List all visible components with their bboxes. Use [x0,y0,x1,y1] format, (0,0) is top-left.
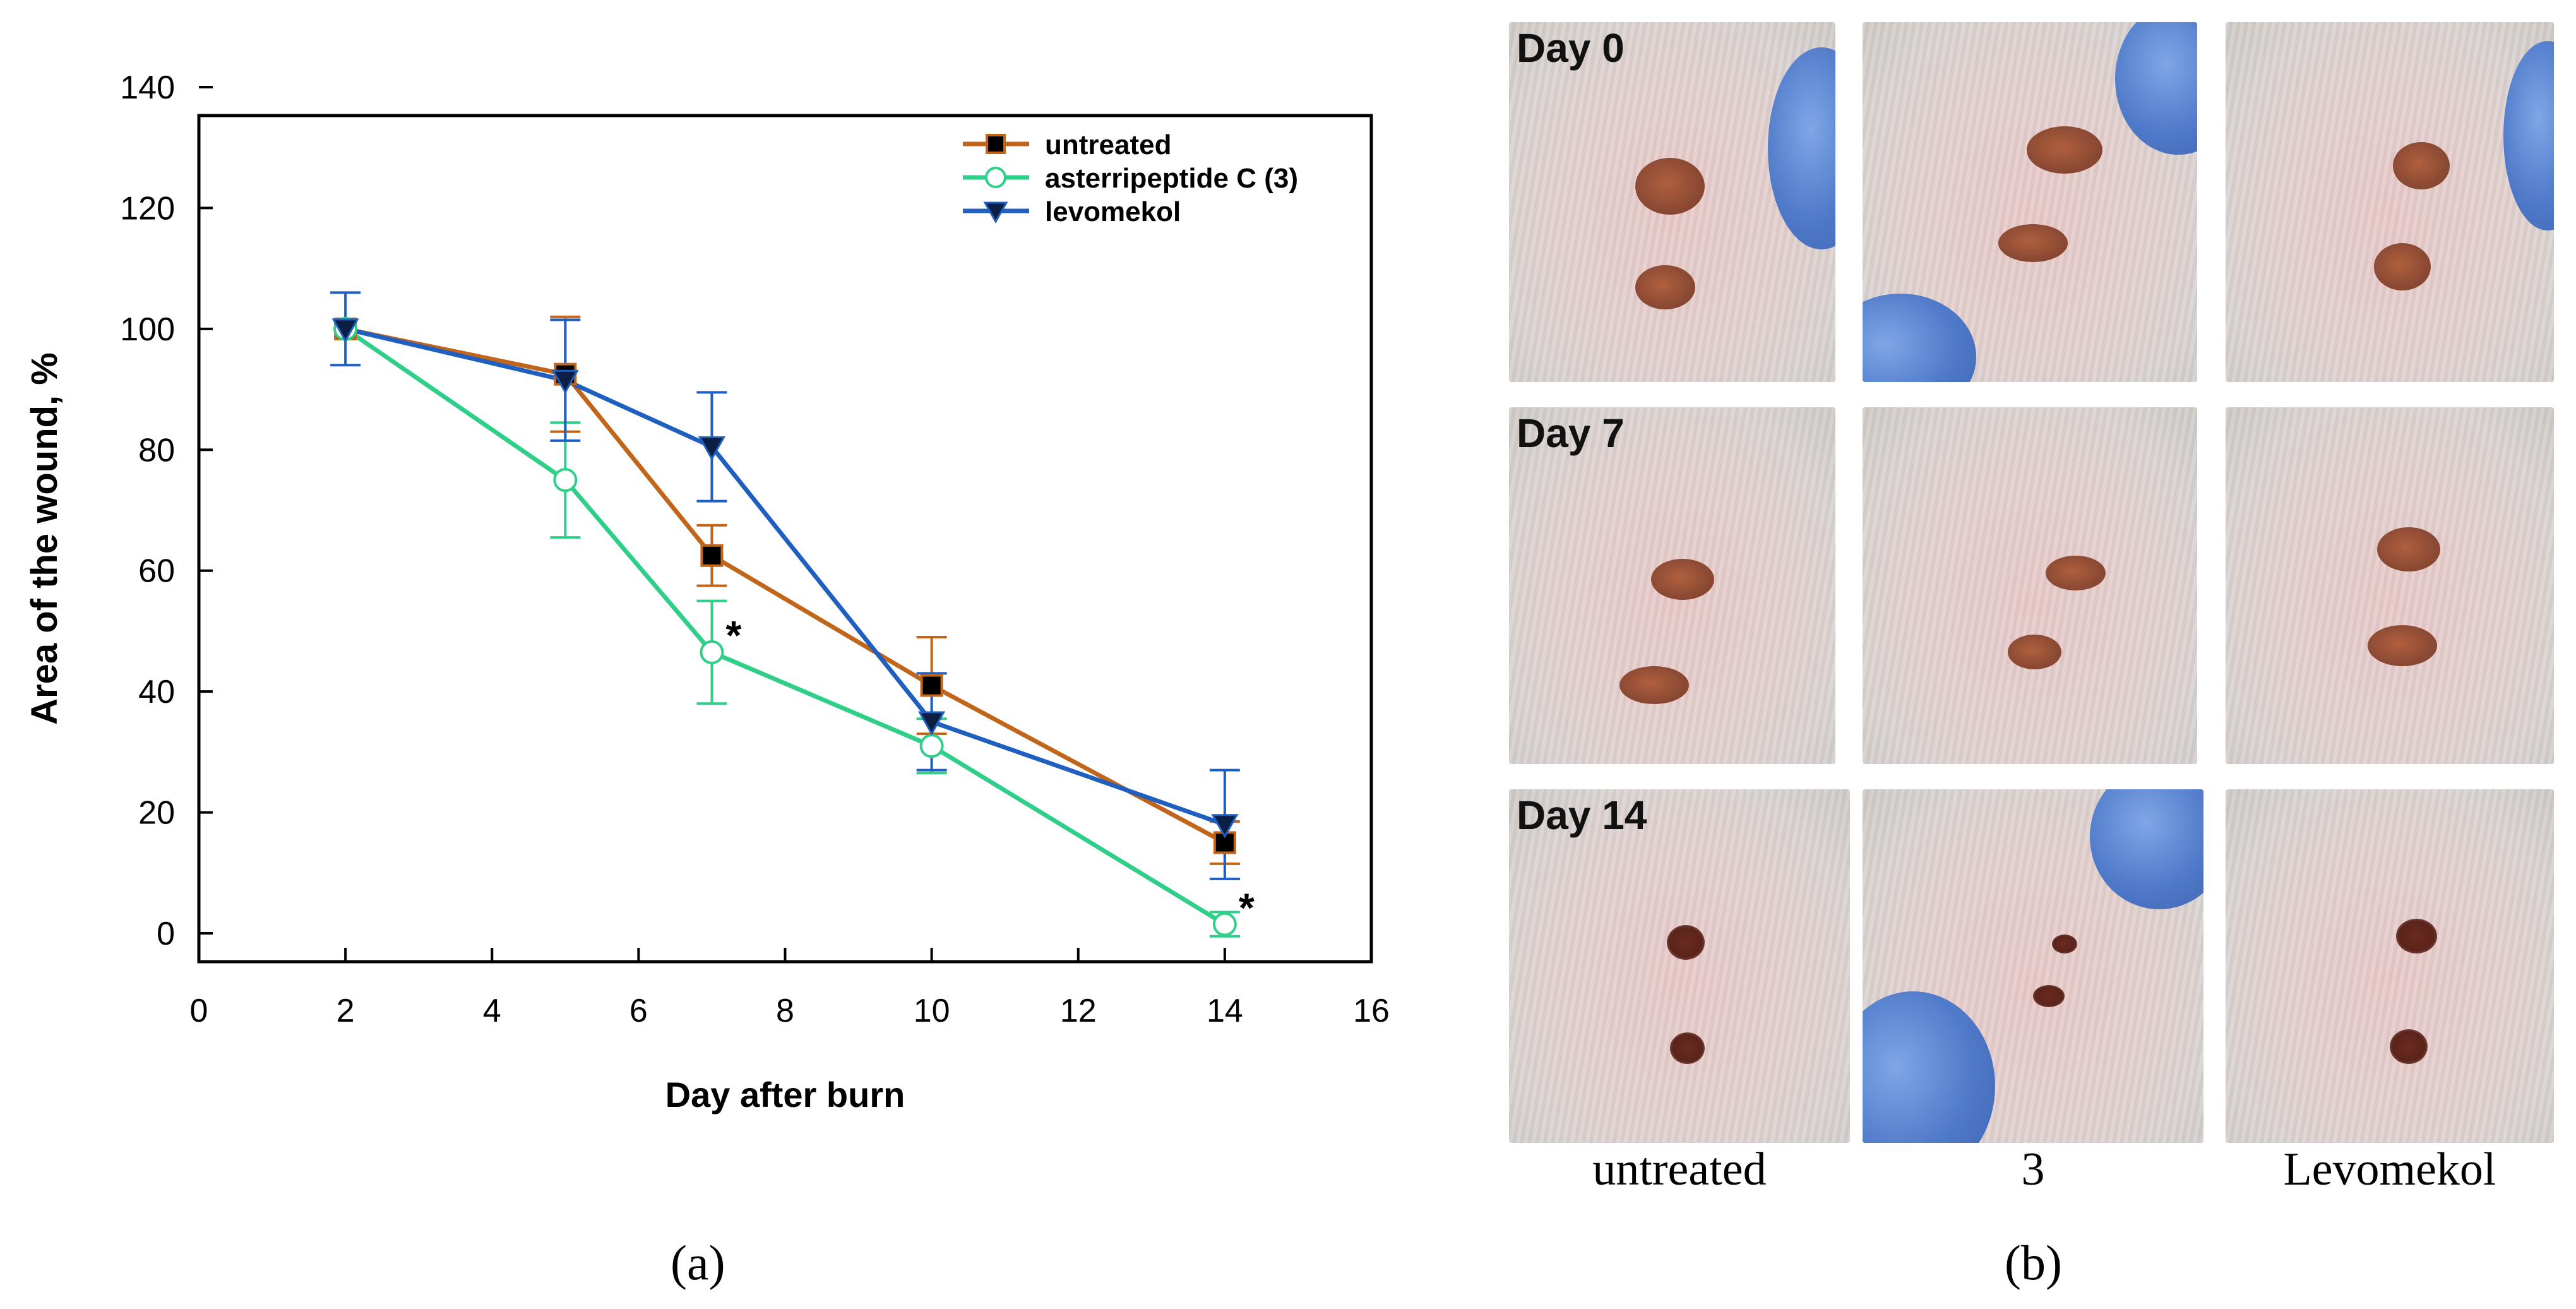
photo-day0-untreated: Day 0 [1509,22,1835,382]
y-tick-label: 20 [138,795,175,832]
x-tick-label: 14 [1207,993,1243,1029]
x-tick-label: 2 [337,993,355,1029]
data-point [700,640,724,664]
wound-image [2396,919,2437,953]
wound-image [2377,527,2440,571]
x-tick-label: 4 [483,993,501,1029]
series-line [344,326,1226,926]
data-point [1212,912,1237,936]
photo-day7-levomekol [2226,407,2554,764]
significance-star: * [1239,885,1255,931]
wound-image [2008,635,2061,669]
y-tick-label: 140 [120,69,175,106]
data-point [920,674,943,697]
wound-image [1635,158,1705,215]
y-tick-label: 40 [138,674,175,710]
wound-image [1635,265,1695,309]
photo-day0-levomekol [2226,22,2554,382]
photo-day7-untreated: Day 7 [1509,407,1835,764]
significance-star: * [725,613,741,658]
series-line [345,326,1226,845]
legend-label: levomekol [1045,196,1181,227]
column-label-compound3: 3 [2021,1144,2045,1195]
x-tick-label: 6 [629,993,648,1029]
column-label-untreated: untreated [1592,1144,1767,1195]
photo-day14-levomekol [2226,789,2554,1143]
y-tick-label: 80 [138,432,175,469]
data-point [698,436,725,461]
row-label-day14: Day 14 [1517,792,1647,838]
x-tick-label: 10 [914,993,950,1029]
data-point [331,318,359,343]
legend-marker [985,167,1006,188]
wound-image [2374,243,2431,290]
legend-label: untreated [1045,129,1171,160]
data-point [551,369,579,395]
photo-day7-compound3 [1863,407,2197,764]
photo-day14-compound3 [1863,789,2203,1143]
wound-image [1998,224,2068,262]
panel-a-label: (a) [671,1235,725,1290]
legend-marker [983,201,1008,224]
photo-day14-untreated: Day 14 [1509,789,1850,1143]
wound-image [2390,1029,2428,1064]
x-tick-label: 0 [190,993,208,1029]
row-label-day7: Day 7 [1517,410,1625,456]
y-tick-label: 100 [120,311,175,348]
legend-marker [986,134,1006,154]
data-point [553,468,578,493]
wound-image [2033,985,2065,1007]
wound-image [1651,559,1714,600]
y-axis-label: Area of the wound, % [24,352,65,725]
wound-image [2393,142,2450,189]
column-label-levomekol: Levomekol [2283,1144,2496,1195]
wound-image [1619,666,1689,704]
y-tick-label: 60 [138,553,175,590]
wound-image [1667,925,1705,960]
x-tick-label: 16 [1353,993,1390,1029]
data-point [919,734,944,758]
data-point [700,544,724,567]
series-line [345,326,1226,827]
wound-image [2052,935,2077,953]
x-axis-label: Day after burn [665,1075,905,1115]
row-label-day0: Day 0 [1517,25,1625,71]
panel-b-label: (b) [2005,1235,2062,1290]
wound-image [2046,556,2106,590]
wound-image [2027,126,2102,174]
plot-area: 0 2 4 6 8 10 12 14 16 0 20 40 60 80 100 120 140 Day after… [24,69,1390,1115]
wound-image [1670,1032,1705,1064]
wound-image [2368,625,2437,666]
wound-area-chart: 0 2 4 6 8 10 12 14 16 0 20 40 60 80 100 120 140 Day after… [24,69,1390,1115]
y-tick-label: 0 [157,916,175,952]
data-point [1211,814,1239,839]
data-point [918,711,946,736]
photo-day0-compound3 [1863,22,2197,382]
y-tick-label: 120 [120,190,175,227]
x-tick-label: 8 [776,993,794,1029]
x-tick-label: 12 [1060,993,1097,1029]
legend-label: asterripeptide C (3) [1045,163,1298,194]
